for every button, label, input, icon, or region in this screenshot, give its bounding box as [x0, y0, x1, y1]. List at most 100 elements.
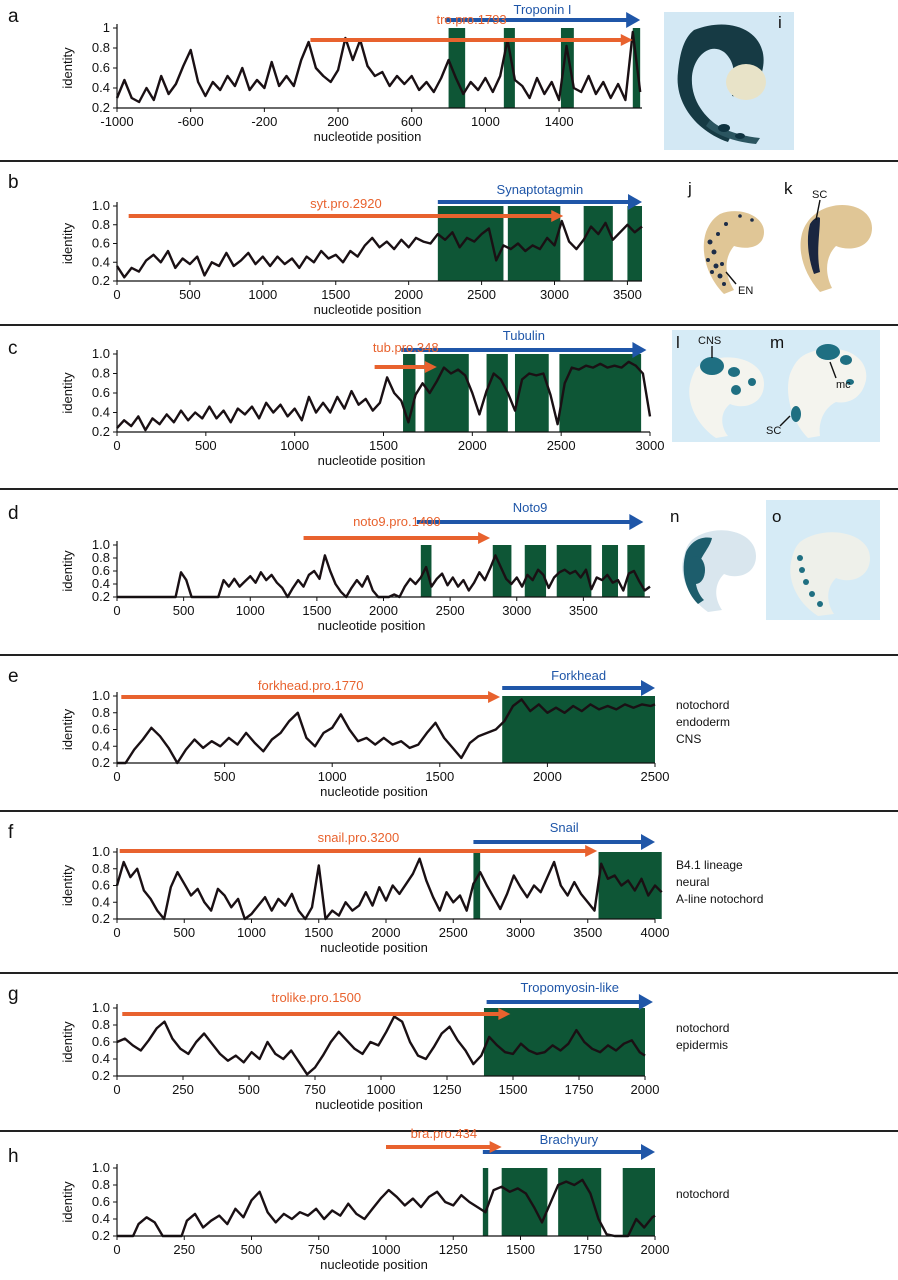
x-tick-label: 1250: [433, 1082, 462, 1097]
panel-divider: [0, 1130, 898, 1132]
y-axis-label: identity: [60, 47, 75, 89]
promoter-arrow-head: [489, 1141, 502, 1153]
y-tick-label: 0.2: [92, 424, 110, 439]
promoter-label: syt.pro.2920: [310, 196, 382, 211]
x-tick-label: 3500: [573, 925, 602, 940]
promoter-arrow-head: [498, 1008, 511, 1020]
x-tick-label: 500: [195, 438, 217, 453]
expression-line: epidermis: [676, 1038, 729, 1052]
panel-letter-h: h: [8, 1146, 19, 1167]
y-tick-label: 1.0: [92, 1000, 110, 1015]
x-tick-label: 750: [308, 1242, 330, 1257]
promoter-arrow-head: [424, 361, 437, 373]
exon-block: [583, 206, 613, 281]
x-tick-label: -1000: [100, 114, 133, 129]
exon-block: [560, 28, 574, 108]
y-tick-label: 0.4: [92, 1211, 110, 1226]
y-tick-label: 1.0: [92, 198, 110, 213]
expression-line: notochord: [676, 1187, 730, 1201]
x-tick-label: 0: [113, 1082, 120, 1097]
y-tick-label: 0.8: [92, 705, 110, 720]
x-tick-label: 0: [113, 1242, 120, 1257]
promoter-arrow-head: [585, 845, 598, 857]
x-tick-label: 500: [173, 603, 195, 618]
x-tick-label: 0: [113, 769, 120, 784]
y-tick-label: 0.6: [92, 563, 110, 578]
embryo-letter-j: j: [687, 179, 692, 198]
y-tick-label: 0.2: [92, 1228, 110, 1243]
exon-block: [503, 28, 515, 108]
x-tick-label: 3000: [636, 438, 665, 453]
expression-e: notochord endoderm CNS: [676, 697, 730, 748]
y-tick-label: 0.2: [92, 755, 110, 770]
gene-label: Troponin I: [513, 2, 571, 17]
x-axis-label: nucleotide position: [314, 129, 422, 144]
embryo-letter-m: m: [770, 333, 784, 352]
x-tick-label: 500: [214, 769, 236, 784]
panel-letter-g: g: [8, 984, 19, 1005]
x-tick-label: 500: [179, 287, 201, 302]
expression-line: endoderm: [676, 715, 731, 729]
identity-trace: [117, 698, 656, 765]
promoter-label: tro.pro.1793: [437, 12, 507, 27]
panel-letter-b: b: [8, 172, 19, 193]
gene-label: Tubulin: [503, 328, 545, 343]
y-tick-label: 0.6: [92, 1194, 110, 1209]
x-tick-label: 3000: [540, 287, 569, 302]
identity-trace: [117, 554, 651, 599]
x-tick-label: 1000: [471, 114, 500, 129]
x-axis-label: nucleotide position: [318, 453, 426, 468]
x-tick-label: 0: [113, 438, 120, 453]
x-tick-label: 2000: [369, 603, 398, 618]
x-tick-label: 3000: [502, 603, 531, 618]
x-tick-label: 1500: [499, 1082, 528, 1097]
x-axis-label: nucleotide position: [318, 618, 426, 633]
x-tick-label: 200: [327, 114, 349, 129]
x-tick-label: 1500: [302, 603, 331, 618]
promoter-arrow-head: [488, 691, 501, 703]
y-tick-label: 0.8: [92, 40, 110, 55]
x-tick-label: 1750: [573, 1242, 602, 1257]
x-tick-label: 1750: [565, 1082, 594, 1097]
y-tick-label: 0.6: [92, 1034, 110, 1049]
x-tick-label: 2000: [631, 1082, 660, 1097]
expression-line: neural: [676, 875, 710, 889]
gene-arrow-head: [628, 194, 642, 210]
y-tick-label: 0.6: [92, 236, 110, 251]
exon-block: [622, 1168, 655, 1236]
identity-trace: [115, 30, 642, 104]
promoter-label: noto9.pro.1400: [353, 514, 440, 529]
promoter-arrow-head: [478, 532, 491, 544]
identity-trace: [116, 1015, 646, 1076]
promoter-arrow-head: [620, 34, 633, 46]
x-tick-label: 1000: [318, 769, 347, 784]
panel-letter-d: d: [8, 503, 19, 524]
x-tick-label: -600: [178, 114, 204, 129]
identity-trace: [115, 857, 663, 921]
panel-divider: [0, 972, 898, 974]
x-tick-label: 3500: [613, 287, 642, 302]
gene-arrow-head: [632, 342, 647, 358]
x-tick-label: 2500: [439, 925, 468, 940]
gene-arrow-head: [641, 834, 655, 850]
embryo-letter-n: n: [670, 507, 679, 526]
x-axis-label: nucleotide position: [320, 940, 428, 955]
x-tick-label: 2500: [436, 603, 465, 618]
y-tick-label: 0.6: [92, 878, 110, 893]
x-tick-label: 2000: [372, 925, 401, 940]
promoter-label: snail.pro.3200: [318, 830, 400, 845]
x-tick-label: 1000: [248, 287, 277, 302]
y-tick-label: 0.2: [92, 273, 110, 288]
x-tick-label: 0: [113, 925, 120, 940]
promoter-label: forkhead.pro.1770: [258, 678, 364, 693]
x-axis-label: nucleotide position: [320, 1257, 428, 1272]
x-tick-label: 750: [304, 1082, 326, 1097]
y-tick-label: 0.4: [92, 738, 110, 753]
embryo-image-l: l CNS: [672, 330, 772, 442]
y-tick-label: 0.2: [92, 100, 110, 115]
x-tick-label: 1250: [439, 1242, 468, 1257]
gene-arrow-head: [641, 680, 655, 696]
x-tick-label: 3000: [506, 925, 535, 940]
x-tick-label: 2500: [467, 287, 496, 302]
